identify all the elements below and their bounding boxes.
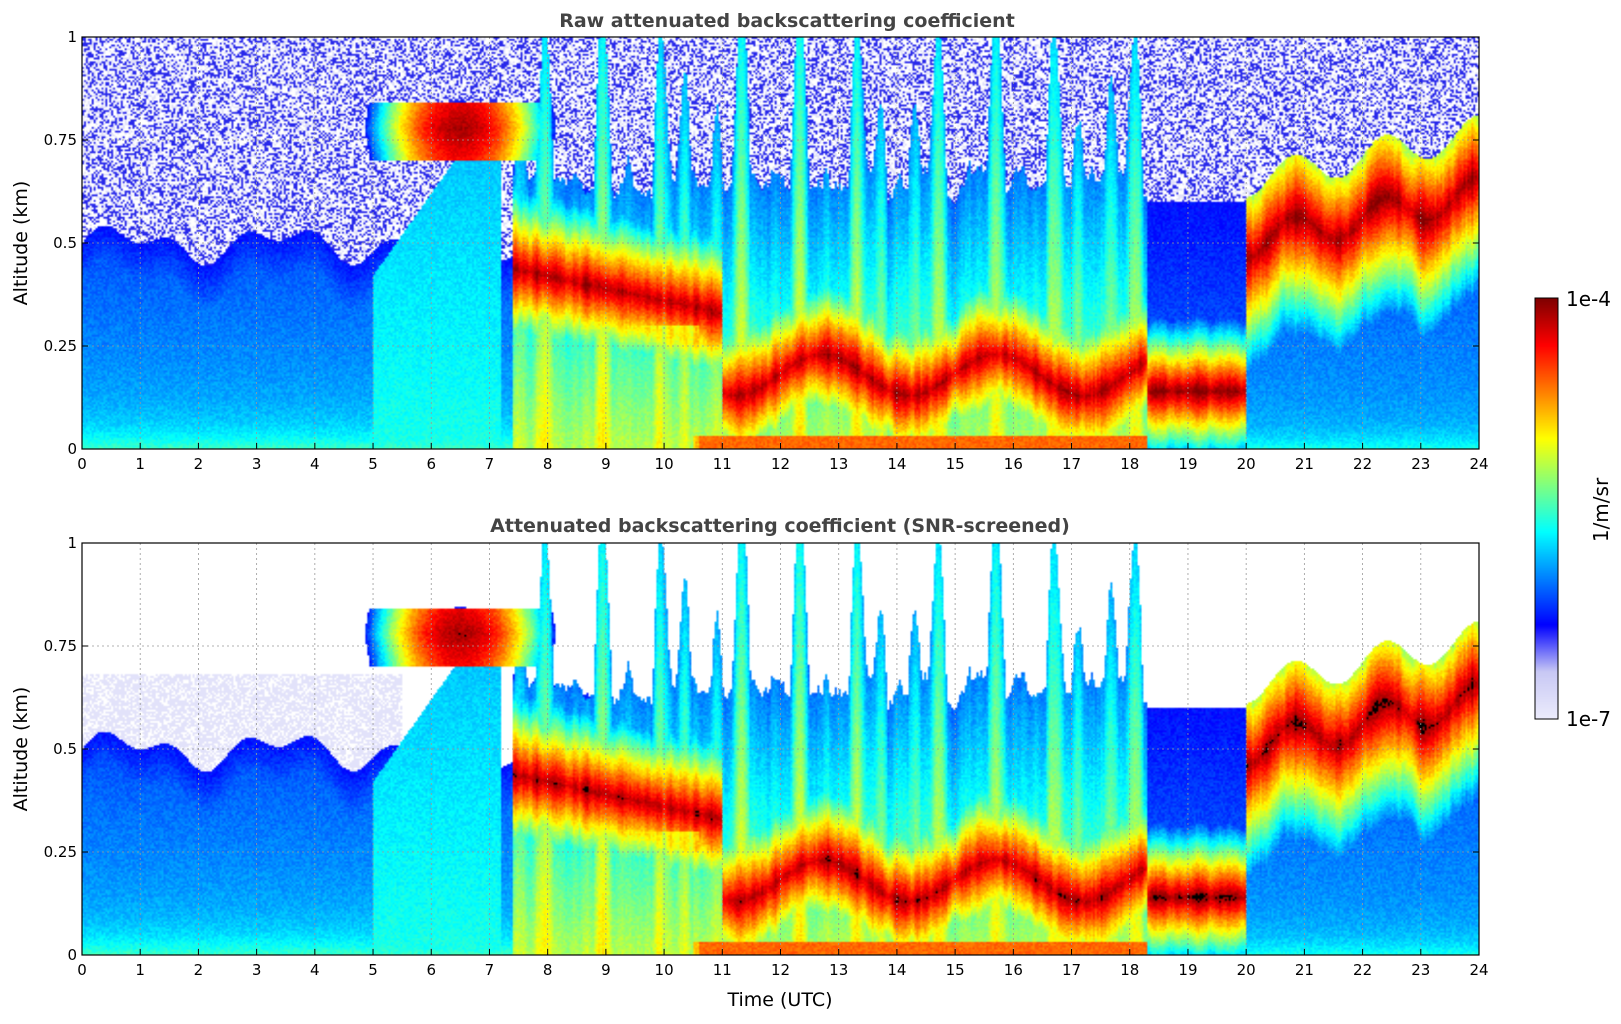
raw-xtick-label: 24 — [1469, 455, 1488, 473]
raw-ytick-label: 0 — [67, 440, 77, 458]
screened-ytick-label: 0.75 — [44, 637, 77, 655]
screened-xtick-label: 5 — [368, 961, 378, 979]
screened-xtick-label: 16 — [1004, 961, 1023, 979]
raw-xtick-label: 4 — [310, 455, 320, 473]
screened-xtick-label: 20 — [1237, 961, 1256, 979]
raw-xtick-label: 10 — [655, 455, 674, 473]
screened-xtick-label: 19 — [1178, 961, 1197, 979]
raw-xtick-label: 2 — [194, 455, 204, 473]
panel-raw-ylabel: Altitude (km) — [10, 181, 32, 306]
raw-ytick-label: 1 — [67, 28, 77, 46]
screened-xtick-label: 8 — [543, 961, 553, 979]
raw-ytick-label: 0.5 — [53, 234, 77, 252]
panel-screened-ylabel: Altitude (km) — [10, 687, 32, 812]
screened-xtick-label: 1 — [135, 961, 145, 979]
raw-xtick-label: 7 — [485, 455, 495, 473]
raw-xtick-label: 9 — [601, 455, 611, 473]
screened-xtick-label: 10 — [655, 961, 674, 979]
screened-xtick-label: 23 — [1411, 961, 1430, 979]
screened-xtick-label: 13 — [829, 961, 848, 979]
screened-ytick-label: 0.25 — [44, 843, 77, 861]
panel-raw-ticks: 0 1 2 3 4 5 6 7 8 9 10 11 12 13 14 15 16 17 18 19 20 21 22 23 24… — [44, 28, 1489, 473]
panel-raw-grid — [82, 37, 1479, 449]
colorbar: 1e-4 1e-7 1/m/sr — [1534, 287, 1613, 731]
colorbar-max-label: 1e-4 — [1566, 287, 1611, 311]
raw-xtick-label: 1 — [135, 455, 145, 473]
screened-xtick-label: 12 — [771, 961, 790, 979]
raw-xtick-label: 23 — [1411, 455, 1430, 473]
screened-ytick-label: 1 — [67, 534, 77, 552]
panel-screened-ticks: 0 1 2 3 4 5 6 7 8 9 10 11 12 13 14 15 16 17 18 19 20 21 22 23 24… — [44, 534, 1489, 979]
raw-ytick-label: 0.25 — [44, 337, 77, 355]
raw-xtick-label: 17 — [1062, 455, 1081, 473]
raw-xtick-label: 8 — [543, 455, 553, 473]
panel-screened-title: Attenuated backscattering coefficient (S… — [490, 515, 1070, 537]
screened-xtick-label: 22 — [1353, 961, 1372, 979]
panel-raw-plot: 0 1 2 3 4 5 6 7 8 9 10 11 12 13 14 15 16 17 18 19 20 21 22 23 24… — [44, 28, 1489, 473]
raw-xtick-label: 0 — [77, 455, 87, 473]
raw-xtick-label: 20 — [1237, 455, 1256, 473]
screened-xtick-label: 3 — [252, 961, 262, 979]
colorbar-min-label: 1e-7 — [1566, 707, 1611, 731]
screened-xtick-label: 7 — [485, 961, 495, 979]
colorbar-frame — [1534, 297, 1559, 720]
x-axis-label: Time (UTC) — [726, 989, 832, 1011]
raw-xtick-label: 21 — [1295, 455, 1314, 473]
raw-xtick-label: 15 — [946, 455, 965, 473]
raw-xtick-label: 22 — [1353, 455, 1372, 473]
screened-xtick-label: 11 — [713, 961, 732, 979]
raw-ytick-label: 0.75 — [44, 131, 77, 149]
raw-xtick-label: 16 — [1004, 455, 1023, 473]
screened-xtick-label: 0 — [77, 961, 87, 979]
raw-xtick-label: 18 — [1120, 455, 1139, 473]
screened-ytick-label: 0.5 — [53, 740, 77, 758]
panel-screened-grid — [82, 543, 1479, 955]
raw-xtick-label: 3 — [252, 455, 262, 473]
colorbar-gradient — [1535, 298, 1558, 719]
screened-xtick-label: 4 — [310, 961, 320, 979]
screened-xtick-label: 18 — [1120, 961, 1139, 979]
raw-xtick-label: 13 — [829, 455, 848, 473]
panel-screened-plot: 0 1 2 3 4 5 6 7 8 9 10 11 12 13 14 15 16 17 18 19 20 21 22 23 24… — [44, 534, 1489, 979]
screened-ytick-label: 0 — [67, 946, 77, 964]
raw-xtick-label: 19 — [1178, 455, 1197, 473]
screened-xtick-label: 6 — [426, 961, 436, 979]
screened-xtick-label: 17 — [1062, 961, 1081, 979]
raw-xtick-label: 12 — [771, 455, 790, 473]
raw-xtick-label: 14 — [887, 455, 906, 473]
screened-xtick-label: 9 — [601, 961, 611, 979]
raw-xtick-label: 11 — [713, 455, 732, 473]
colorbar-units-label: 1/m/sr — [1589, 477, 1613, 542]
screened-xtick-label: 14 — [887, 961, 906, 979]
screened-xtick-label: 2 — [194, 961, 204, 979]
raw-xtick-label: 6 — [426, 455, 436, 473]
screened-xtick-label: 24 — [1469, 961, 1488, 979]
screened-xtick-label: 21 — [1295, 961, 1314, 979]
screened-xtick-label: 15 — [946, 961, 965, 979]
raw-xtick-label: 5 — [368, 455, 378, 473]
panel-raw-title: Raw attenuated backscattering coefficien… — [559, 10, 1015, 32]
